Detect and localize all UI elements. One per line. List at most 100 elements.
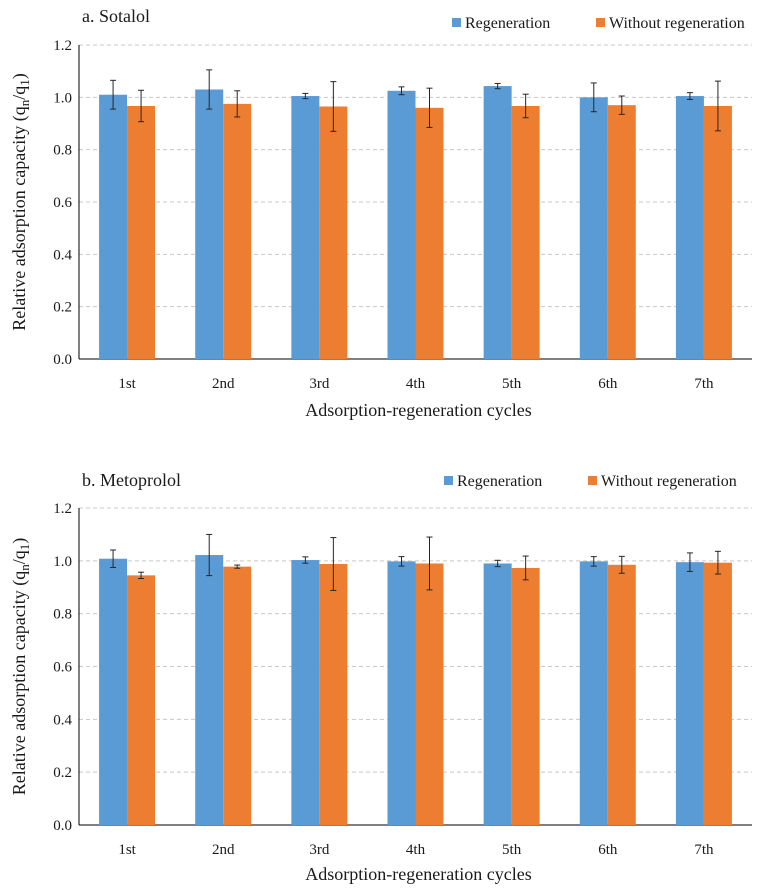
error-bar: [110, 549, 117, 568]
x-tick-label: 3rd: [309, 842, 329, 858]
error-bar: [138, 571, 145, 580]
error-bar: [618, 95, 625, 115]
legend-label: Regeneration: [457, 473, 542, 490]
y-tick-label: 0.6: [53, 195, 72, 211]
bar-without-regeneration-2nd: [223, 566, 252, 825]
bar-without-regeneration-6th: [607, 564, 636, 825]
y-axis-title: Relative adsorption capacity (qn/q1): [9, 538, 32, 795]
x-tick-label: 2nd: [212, 842, 235, 858]
legend-label: Regeneration: [465, 15, 550, 32]
chart-panel-1: 0.0 0.2 0.4 0.6 0.8 1.0 1.2 1st 2nd 3rd 4th 5th 6th 7…: [9, 6, 752, 420]
bar-regeneration-4th: [387, 90, 416, 360]
error-bar: [494, 559, 501, 568]
error-bar: [522, 555, 529, 581]
error-bar: [590, 82, 597, 113]
bar-regeneration-3rd: [291, 560, 320, 825]
error-bar: [398, 86, 405, 96]
x-tick-label: 1st: [118, 842, 136, 858]
error-bar: [110, 79, 117, 110]
error-bar: [426, 87, 433, 128]
y-tick-label: 0.2: [53, 300, 72, 316]
y-tick-label: 0.2: [53, 765, 72, 781]
y-tick-label: 0.4: [53, 712, 72, 728]
bar-regeneration-5th: [483, 563, 512, 825]
bar-regeneration-7th: [675, 562, 704, 825]
bar-without-regeneration-1st: [127, 575, 156, 825]
error-bar: [302, 556, 309, 564]
legend-swatch: [444, 476, 453, 485]
bar-regeneration-6th: [579, 561, 608, 825]
error-bar: [206, 69, 213, 110]
error-bar: [686, 552, 693, 572]
x-tick-label: 4th: [406, 376, 426, 392]
x-tick-label: 7th: [694, 376, 714, 392]
panel-title: b. Metoprolol: [82, 470, 181, 490]
bar-without-regeneration-6th: [607, 105, 636, 359]
y-tick-label: 1.2: [53, 38, 72, 54]
chart-panel-2: 0.0 0.2 0.4 0.6 0.8 1.0 1.2 1st 2nd 3rd 4th 5th 6th 7…: [9, 470, 752, 884]
y-tick-label: 0.8: [53, 143, 72, 159]
y-axis-title-part: Relative adsorption capacity (q: [9, 571, 30, 795]
y-axis-title-subscript: n: [17, 99, 32, 106]
bar-without-regeneration-3rd: [319, 106, 348, 359]
bar-regeneration-6th: [579, 97, 608, 359]
error-bar: [330, 537, 337, 591]
x-tick-label: 6th: [598, 842, 618, 858]
bar-regeneration-5th: [483, 86, 512, 359]
legend-item-regeneration: Regeneration: [444, 473, 542, 490]
legend-label: Without regeneration: [609, 15, 745, 32]
error-bar: [714, 80, 721, 132]
y-axis-title: Relative adsorption capacity (qn/q1): [9, 73, 32, 330]
y-axis-title-subscript: n: [17, 564, 32, 571]
bar-regeneration-2nd: [195, 555, 224, 825]
error-bar: [686, 92, 693, 100]
x-axis-title: Adsorption-regeneration cycles: [305, 400, 531, 420]
error-bar: [138, 89, 145, 123]
error-bar: [234, 564, 241, 569]
error-bar: [618, 555, 625, 574]
legend-swatch: [596, 18, 605, 27]
x-tick-label: 5th: [502, 376, 522, 392]
bar-without-regeneration-7th: [703, 562, 732, 825]
panel-title: a. Sotalol: [82, 6, 150, 26]
error-bar: [426, 536, 433, 591]
y-tick-label: 1.2: [53, 501, 72, 517]
bar-regeneration-3rd: [291, 96, 320, 360]
error-bar: [302, 92, 309, 100]
y-tick-label: 0.6: [53, 660, 72, 676]
error-bar: [206, 533, 213, 577]
y-axis-title-part: ): [9, 73, 30, 79]
error-bar: [234, 90, 241, 118]
y-axis-title-part: /q: [9, 550, 29, 564]
bar-without-regeneration-4th: [415, 563, 444, 825]
error-bar: [398, 556, 405, 567]
y-tick-label: 1.0: [53, 90, 72, 106]
bar-without-regeneration-7th: [703, 105, 732, 360]
x-tick-label: 7th: [694, 842, 714, 858]
bar-without-regeneration-2nd: [223, 103, 252, 359]
x-axis-title: Adsorption-regeneration cycles: [305, 864, 531, 884]
legend-swatch: [452, 18, 461, 27]
x-tick-label: 3rd: [309, 376, 329, 392]
y-axis-title-subscript: 1: [17, 79, 32, 86]
x-tick-label: 5th: [502, 842, 522, 858]
legend-label: Without regeneration: [601, 473, 737, 490]
y-axis-title-part: Relative adsorption capacity (q: [9, 106, 30, 330]
y-axis-title-part: ): [9, 538, 30, 544]
y-tick-label: 0.0: [53, 352, 72, 368]
bar-regeneration-7th: [675, 96, 704, 360]
bar-without-regeneration-5th: [511, 567, 540, 825]
legend-item-regeneration: Regeneration: [452, 15, 550, 32]
legend-item-without-regeneration: Without regeneration: [588, 473, 737, 490]
bar-without-regeneration-4th: [415, 107, 444, 359]
legend-swatch: [588, 476, 597, 485]
error-bar: [714, 550, 721, 575]
x-tick-label: 1st: [118, 376, 136, 392]
bar-without-regeneration-1st: [127, 105, 156, 360]
legend-item-without-regeneration: Without regeneration: [596, 15, 745, 32]
y-tick-label: 0.4: [53, 247, 72, 263]
y-axis-title-part: /q: [9, 86, 29, 100]
error-bar: [330, 81, 337, 132]
